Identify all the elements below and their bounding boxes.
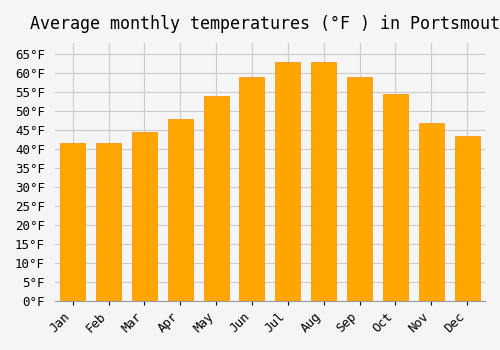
Bar bbox=[204, 96, 229, 301]
Bar bbox=[132, 132, 157, 301]
Bar bbox=[454, 136, 479, 301]
Bar bbox=[347, 77, 372, 301]
Bar bbox=[418, 122, 444, 301]
Bar bbox=[311, 62, 336, 301]
Bar bbox=[240, 77, 264, 301]
Title: Average monthly temperatures (°F ) in Portsmouth: Average monthly temperatures (°F ) in Po… bbox=[30, 15, 500, 33]
Bar bbox=[60, 144, 85, 301]
Bar bbox=[96, 144, 121, 301]
Bar bbox=[383, 94, 408, 301]
Bar bbox=[168, 119, 193, 301]
Bar bbox=[275, 62, 300, 301]
